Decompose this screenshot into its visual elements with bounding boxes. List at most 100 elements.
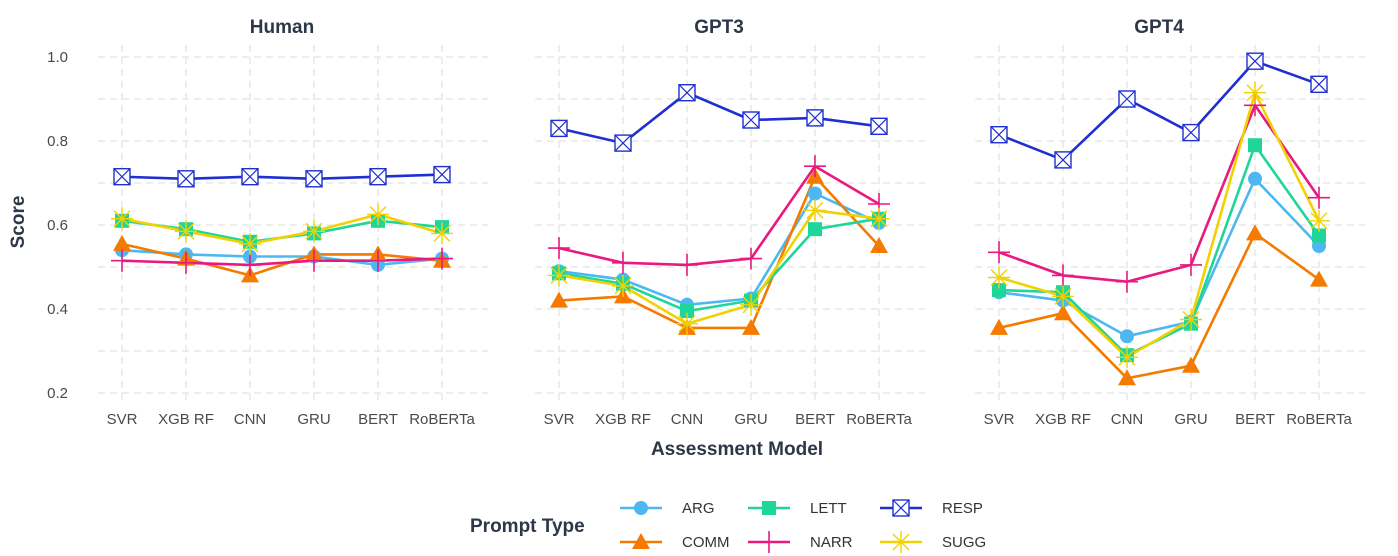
- y-tick-label: 1.0: [47, 49, 68, 66]
- x-tick-label: SVR: [984, 411, 1015, 428]
- panel-title: GPT3: [694, 17, 744, 38]
- data-point-arg: [808, 186, 822, 201]
- series-line-arg: [998, 177, 1320, 338]
- data-point-resp: [1310, 75, 1328, 94]
- data-point-lett: [1248, 138, 1262, 153]
- data-point-resp: [1118, 90, 1136, 108]
- data-point-arg: [1248, 171, 1262, 186]
- y-tick-label: 0.4: [47, 301, 68, 318]
- series-layer: [558, 91, 880, 330]
- data-point-comm: [1310, 270, 1328, 287]
- marker-layer: [111, 165, 453, 283]
- x-tick-label: XGB RF: [158, 411, 214, 428]
- data-point-lett: [1312, 228, 1326, 243]
- series-layer: [998, 59, 1321, 380]
- data-point-comm: [870, 237, 888, 253]
- x-tick-label: BERT: [1235, 411, 1275, 428]
- data-point-resp: [1054, 151, 1072, 169]
- data-point-narr: [548, 237, 570, 260]
- panel-gpt3: GPT3 SVR XGB RF CNN GRU BERT RoBERTa: [535, 17, 925, 428]
- series-line-sugg: [998, 91, 1321, 359]
- data-point-comm: [113, 234, 131, 251]
- legend-item-sugg: SUGG: [880, 531, 986, 553]
- panel-title: GPT4: [1134, 17, 1184, 38]
- x-tick-label: XGB RF: [1035, 411, 1091, 428]
- data-point-sugg: [804, 199, 826, 222]
- x-tick-label: CNN: [234, 411, 267, 428]
- data-point-resp: [806, 109, 824, 127]
- legend-label: RESP: [942, 500, 983, 517]
- panel-human: Human SVR XGB RF CNN GRU BERT RoBERTa 0.2 0.4 0.6…: [47, 17, 488, 428]
- legend-item-comm: COMM: [620, 533, 730, 551]
- data-point-resp: [177, 170, 195, 188]
- data-point-resp: [550, 119, 568, 138]
- data-point-resp: [241, 167, 259, 186]
- series-line-lett: [998, 143, 1321, 357]
- data-point-narr: [1308, 186, 1330, 209]
- x-tick-label: SVR: [107, 411, 138, 428]
- data-point-narr: [175, 251, 197, 274]
- y-axis-title: Score: [8, 196, 29, 249]
- data-point-arg: [1120, 329, 1134, 344]
- data-point-sugg: [1244, 81, 1266, 104]
- series-line-sugg: [121, 213, 443, 246]
- data-point-narr: [239, 253, 261, 276]
- data-point-narr: [804, 155, 826, 178]
- series-line-lett: [558, 217, 880, 313]
- data-point-comm: [742, 318, 760, 335]
- data-point-lett: [992, 283, 1006, 298]
- x-tick-label: GRU: [297, 411, 330, 428]
- data-point-narr: [740, 247, 762, 270]
- x-tick-label: CNN: [671, 411, 704, 428]
- legend-label: COMM: [682, 534, 730, 551]
- legend-key-marker: [758, 531, 780, 553]
- data-point-comm: [1246, 224, 1264, 241]
- legend-key-marker: [892, 499, 910, 517]
- series-line-comm: [558, 175, 880, 330]
- data-point-narr: [1180, 253, 1202, 276]
- series-line-arg: [558, 192, 880, 307]
- legend-label: ARG: [682, 500, 715, 517]
- series-line-arg: [121, 248, 443, 267]
- data-point-sugg: [367, 203, 389, 226]
- data-point-narr: [988, 241, 1010, 264]
- data-point-sugg: [239, 232, 261, 255]
- data-point-resp: [1182, 123, 1200, 142]
- marker-layer: [548, 83, 890, 335]
- series-line-sugg: [558, 209, 880, 326]
- data-point-lett: [680, 304, 694, 319]
- data-point-narr: [1116, 270, 1138, 293]
- data-point-comm: [1054, 304, 1072, 321]
- legend-item-lett: LETT: [748, 500, 847, 517]
- data-point-narr: [367, 249, 389, 272]
- data-point-sugg: [1116, 346, 1138, 369]
- legend: Prompt Type ARG COMM LETT NARR RESP SUGG: [470, 499, 986, 553]
- data-point-narr: [303, 249, 325, 272]
- data-point-resp: [305, 170, 323, 188]
- y-tick-label: 0.6: [47, 217, 68, 234]
- data-point-resp: [1246, 52, 1264, 70]
- legend-title: Prompt Type: [470, 516, 585, 537]
- x-tick-label: GRU: [1174, 411, 1207, 428]
- data-point-narr: [1052, 264, 1074, 287]
- legend-key-marker: [762, 501, 776, 515]
- x-tick-label: RoBERTa: [846, 411, 912, 428]
- legend-item-arg: ARG: [620, 500, 715, 517]
- legend-label: LETT: [810, 500, 847, 517]
- data-point-narr: [431, 247, 453, 270]
- data-point-resp: [369, 167, 387, 186]
- data-point-resp: [113, 167, 131, 186]
- series-line-comm: [998, 232, 1320, 380]
- data-point-sugg: [111, 207, 133, 230]
- x-tick-label: BERT: [795, 411, 835, 428]
- x-tick-label: CNN: [1111, 411, 1144, 428]
- data-point-narr: [676, 253, 698, 276]
- data-point-sugg: [868, 207, 890, 230]
- data-point-sugg: [175, 220, 197, 243]
- series-line-resp: [998, 59, 1320, 162]
- data-point-narr: [612, 251, 634, 274]
- data-point-comm: [1182, 356, 1200, 373]
- series-line-narr: [558, 164, 880, 267]
- series-line-comm: [121, 242, 443, 277]
